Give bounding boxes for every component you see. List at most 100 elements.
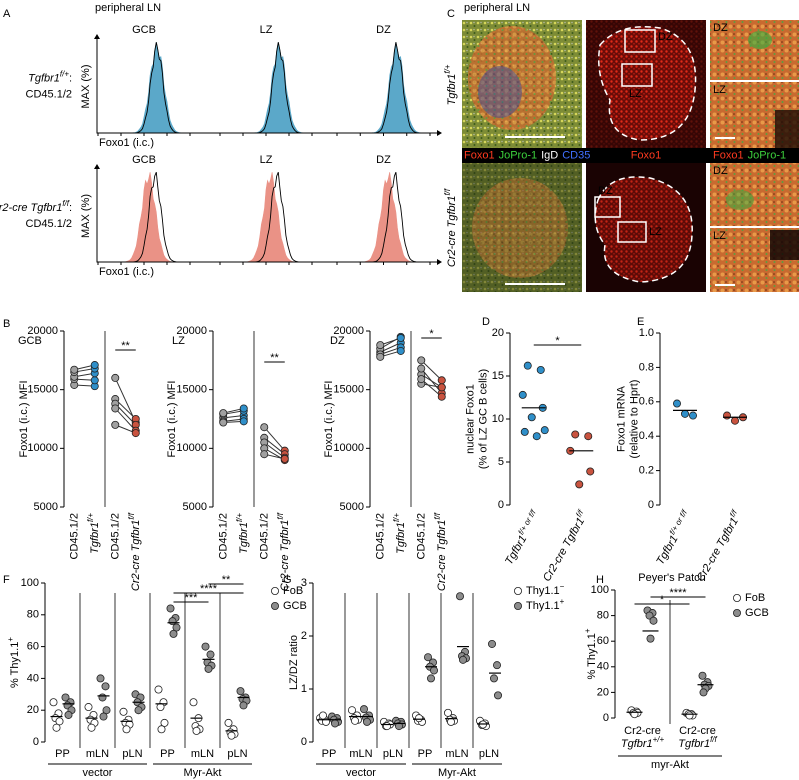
histogram-outline — [220, 172, 312, 263]
y-tick-label: 20 — [27, 704, 39, 716]
text-part: Foxo1 mRNA — [615, 385, 627, 452]
text-part: f/f — [275, 512, 284, 519]
text-part: IgD — [541, 149, 558, 161]
y-axis-label: Foxo1 (i.c.) MFI — [18, 380, 30, 457]
x-tick-label: CD45.1/2 — [415, 513, 427, 559]
dot — [101, 682, 110, 691]
y-axis-label: LZ/DZ ratio — [288, 635, 300, 690]
y-tick-label: 2 — [301, 630, 307, 642]
x-tick-label: Tgfbr1f/+ — [234, 513, 249, 554]
dot — [685, 711, 694, 720]
legend-label: Thy1.1− — [526, 582, 565, 597]
histogram-outline — [98, 42, 190, 134]
panel-letter: F — [3, 574, 10, 586]
histogram-outline — [220, 42, 312, 134]
x-tick-label: PP — [322, 748, 337, 760]
dot — [96, 674, 105, 683]
text-part: f/+ — [391, 513, 400, 522]
text-part: f/f — [62, 199, 69, 208]
panel-title: LZ — [260, 154, 273, 166]
legend-marker — [270, 602, 279, 611]
legend-label: Thy1.1+ — [526, 597, 565, 612]
text-part: Foxo1 (i.c.) MFI — [323, 380, 335, 457]
y-tick-label: 100 — [21, 577, 39, 589]
dot — [87, 723, 96, 732]
x-tick-label: mLN — [191, 748, 214, 760]
x-tick-label: Cr2-cre Tgfbr1f/f — [538, 508, 591, 584]
y-axis-label: % Thy1.1+ — [6, 637, 21, 688]
text-part: f/f — [432, 512, 441, 519]
text-part: Foxo1 — [631, 149, 662, 161]
text-part: GCB — [745, 607, 769, 619]
dot — [201, 642, 210, 651]
text-part: Tgfbr1 — [89, 522, 101, 554]
dot — [169, 629, 178, 638]
y-tick-label: 0 — [603, 712, 609, 724]
x-tick-label: pLN — [227, 748, 247, 760]
genotype-label: Tgfbr1f/+ — [443, 64, 458, 105]
chart-title: DZ — [330, 335, 345, 347]
x-axis-label: Foxo1 (i.c.) — [99, 266, 154, 278]
dot — [698, 671, 707, 680]
panel-letter: A — [3, 8, 11, 20]
text-part: Tgfbr1 — [446, 74, 458, 106]
y-tick-label: 15000 — [333, 384, 364, 396]
x-tick-label: CD45.1/2 — [109, 513, 121, 559]
group-label: myr-Akt — [651, 759, 689, 771]
x-tick-label: Tgfbr1f/+ or f/f — [500, 508, 543, 567]
dot — [239, 404, 248, 413]
text-part: Cr2-cre Tgfbr1 — [0, 202, 62, 214]
y-tick-label: 5 — [498, 456, 504, 468]
y-axis-label: % Thy1.1+ — [583, 628, 598, 679]
text-part: nuclear Foxo1 — [464, 384, 476, 454]
histogram-outline — [98, 172, 190, 263]
dot — [396, 346, 405, 355]
y-tick-label: 10000 — [333, 442, 364, 454]
text-part: + — [6, 637, 15, 642]
text-part: Foxo1 — [464, 149, 495, 161]
text-part: Cr2-cre Tgfbr1 — [279, 520, 291, 592]
panel-letter: D — [482, 316, 490, 328]
dot — [376, 352, 385, 361]
x-tick-label: Cr2-cre Tgfbr1f/f — [126, 512, 141, 591]
dot — [423, 653, 432, 662]
text-part: Foxo1 (i.c.) MFI — [18, 380, 30, 457]
dot — [90, 376, 99, 385]
dot — [350, 716, 359, 725]
legend-label: FoB — [745, 592, 765, 604]
dot — [55, 717, 64, 726]
y-tick-label: 0 — [33, 736, 39, 748]
text-part: Tgfbr1 — [678, 738, 710, 750]
dot — [359, 705, 368, 714]
y-tick-label: 0.2 — [639, 465, 654, 477]
group-label: vector — [83, 767, 113, 779]
panel-subtitle: peripheral LN — [95, 2, 161, 14]
text-part: CD45.1/2 — [258, 513, 270, 559]
dot — [586, 467, 595, 476]
y-tick-label: 40 — [597, 661, 609, 673]
x-tick-label: mLN — [349, 748, 372, 760]
text-part: f/+ — [234, 513, 243, 522]
dot — [111, 404, 120, 413]
text-part: % Thy1.1 — [9, 642, 21, 688]
dot — [437, 376, 446, 385]
text-part: Tgfbr1 — [621, 738, 653, 750]
x-tick-label: Cr2-cre Tgfbr1f/f — [678, 725, 717, 750]
panel-title: GCB — [132, 154, 156, 166]
x-tick-label: mLN — [445, 748, 468, 760]
text-part: + — [583, 628, 592, 633]
histogram — [337, 172, 430, 263]
x-tick-label: pLN — [383, 748, 403, 760]
dot — [70, 365, 79, 374]
dot — [527, 413, 536, 422]
zone-label: DZ — [598, 185, 613, 197]
dot — [540, 426, 549, 435]
text-part: % Thy1.1 — [586, 633, 598, 679]
y-tick-label: 0 — [498, 499, 504, 511]
y-tick-label: 0.6 — [639, 396, 654, 408]
dot — [102, 706, 111, 715]
x-tick-label: Cr2-cre Tgfbr1f/f — [275, 512, 290, 591]
dot — [426, 674, 435, 683]
dot — [458, 655, 467, 664]
